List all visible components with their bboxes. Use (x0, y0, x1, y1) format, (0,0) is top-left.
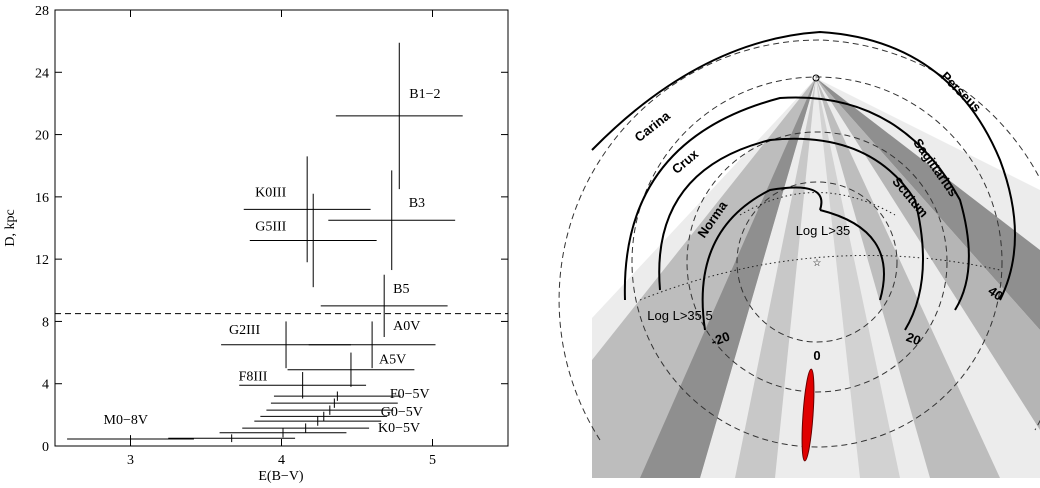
point-label: G2III (229, 323, 260, 338)
center-marker: ☆ (813, 258, 822, 269)
point-label: M0−8V (104, 413, 148, 428)
y-tick-label: 4 (42, 378, 49, 393)
point-label: F0−5V (390, 387, 430, 402)
y-tick-label: 8 (42, 315, 49, 330)
x-tick-label: 4 (278, 453, 285, 468)
arm-label: Crux (669, 146, 702, 177)
point-label: A0V (393, 319, 420, 334)
arm-label: Perseus (938, 69, 984, 115)
limit-label: Log L>35.5 (647, 308, 712, 323)
point-label: B5 (393, 282, 409, 297)
point-label: G0−5V (381, 405, 423, 420)
x-tick-label: 5 (429, 453, 436, 468)
point-label: K0−5V (378, 421, 420, 436)
figure: E(B−V) D, kpc 0 4 8 12 16 20 24 28 3 4 5 B1−2 B3 K0II… (0, 0, 1040, 488)
x-axis-label: E(B−V) (258, 469, 304, 484)
limit-label: Log L>35 (796, 223, 851, 238)
point-label: K0III (255, 185, 286, 200)
point-label: F8III (239, 369, 268, 384)
point-label: B3 (409, 196, 425, 211)
y-tick-label: 20 (35, 129, 49, 144)
y-axis-label: D, kpc (3, 209, 18, 246)
y-tick-label: 0 (42, 440, 49, 455)
scale-label: 0 (813, 348, 820, 363)
y-tick-label: 28 (35, 4, 49, 19)
y-tick-label: 16 (35, 191, 49, 206)
x-tick-label: 3 (127, 453, 134, 468)
y-tick-label: 24 (35, 66, 49, 81)
point-label: A5V (379, 353, 406, 368)
y-tick-label: 12 (35, 253, 49, 268)
distance-chart: E(B−V) D, kpc 0 4 8 12 16 20 24 28 3 4 5 B1−2 B3 K0II… (3, 4, 508, 484)
point-label: G5III (255, 219, 286, 234)
point-label: B1−2 (409, 87, 440, 102)
galaxy-map: ☆ Perseus Carina Sagittarius Crux Scutum… (559, 32, 1040, 478)
